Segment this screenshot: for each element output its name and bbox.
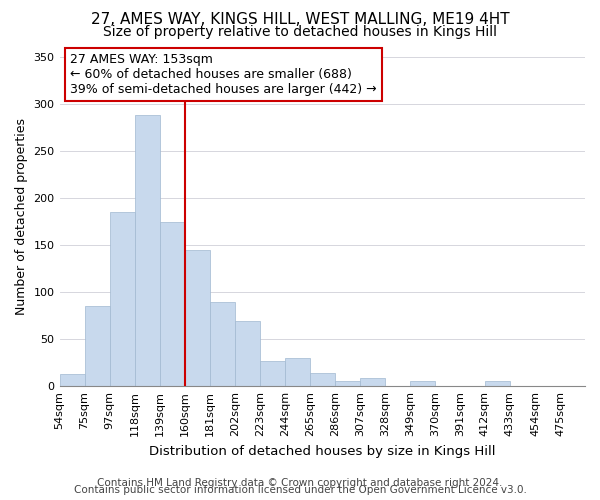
Bar <box>85 306 110 386</box>
Bar <box>485 382 510 386</box>
Text: 27, AMES WAY, KINGS HILL, WEST MALLING, ME19 4HT: 27, AMES WAY, KINGS HILL, WEST MALLING, … <box>91 12 509 28</box>
Bar <box>110 212 134 386</box>
Text: Size of property relative to detached houses in Kings Hill: Size of property relative to detached ho… <box>103 25 497 39</box>
X-axis label: Distribution of detached houses by size in Kings Hill: Distribution of detached houses by size … <box>149 444 496 458</box>
Y-axis label: Number of detached properties: Number of detached properties <box>15 118 28 316</box>
Text: 27 AMES WAY: 153sqm
← 60% of detached houses are smaller (688)
39% of semi-detac: 27 AMES WAY: 153sqm ← 60% of detached ho… <box>70 52 377 96</box>
Bar <box>410 382 435 386</box>
Bar <box>235 322 260 386</box>
Bar <box>335 382 360 386</box>
Bar <box>260 361 285 386</box>
Bar <box>360 378 385 386</box>
Bar <box>134 115 160 386</box>
Bar <box>209 302 235 386</box>
Text: Contains public sector information licensed under the Open Government Licence v3: Contains public sector information licen… <box>74 485 526 495</box>
Bar <box>160 222 185 386</box>
Bar <box>59 374 85 386</box>
Bar <box>185 250 209 386</box>
Bar <box>310 373 335 386</box>
Bar <box>285 358 310 386</box>
Text: Contains HM Land Registry data © Crown copyright and database right 2024.: Contains HM Land Registry data © Crown c… <box>97 478 503 488</box>
